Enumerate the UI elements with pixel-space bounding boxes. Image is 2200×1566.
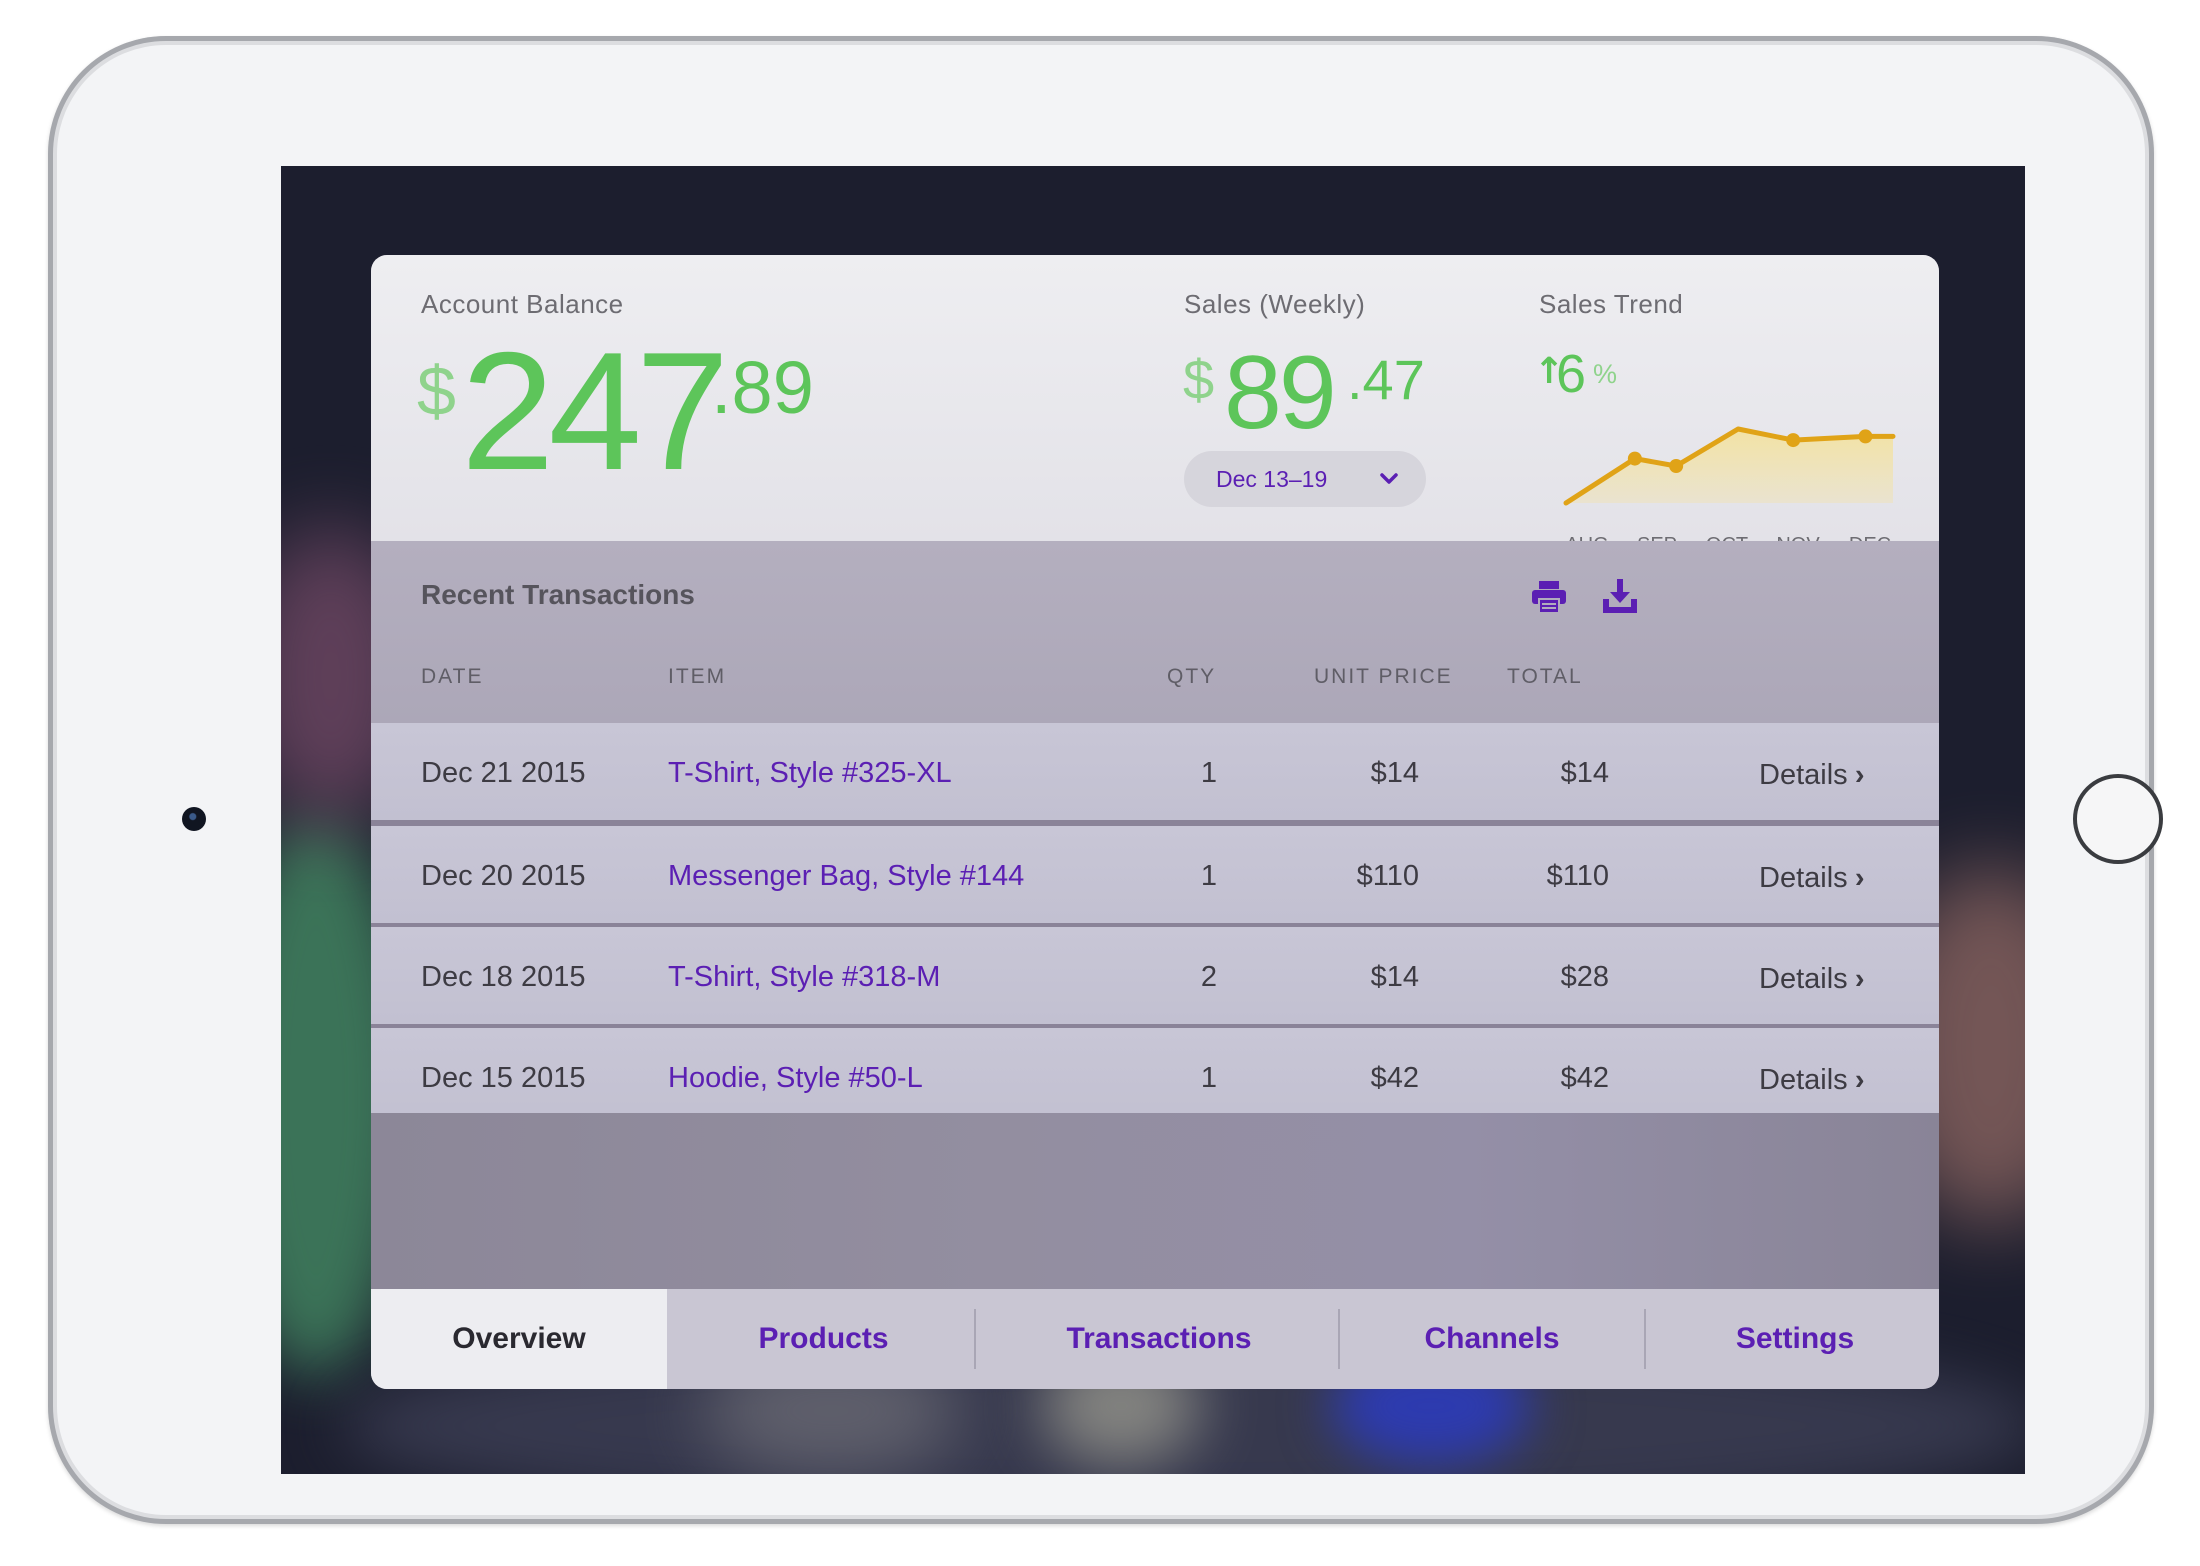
transactions-header: Recent Transactions DATE ITEM QTY UNIT P… bbox=[371, 541, 1939, 723]
date-range-select[interactable]: Dec 13–19 bbox=[1184, 451, 1426, 507]
tab-divider bbox=[1338, 1309, 1340, 1369]
column-header-unit-price: UNIT PRICE bbox=[1314, 665, 1453, 688]
summary-panel: Account Balance $ 247 .89 Sales (Weekly)… bbox=[371, 255, 1939, 556]
table-row[interactable]: Dec 15 2015 Hoodie, Style #50-L 1 $42 $4… bbox=[371, 1028, 1939, 1125]
dashboard-card: Account Balance $ 247 .89 Sales (Weekly)… bbox=[371, 255, 1939, 1389]
row-item-link[interactable]: Hoodie, Style #50-L bbox=[668, 1062, 923, 1094]
print-icon[interactable] bbox=[1529, 577, 1569, 617]
details-label: Details bbox=[1759, 862, 1848, 894]
trend-percent-value: 6 bbox=[1556, 344, 1587, 404]
trend-percent-unit: % bbox=[1593, 359, 1618, 389]
trend-up-arrow-icon: ↑ bbox=[1534, 351, 1565, 392]
trend-area-fill bbox=[1566, 429, 1893, 503]
tab-divider bbox=[974, 1309, 976, 1369]
tab-settings[interactable]: Settings bbox=[1735, 1322, 1855, 1355]
account-balance-amount: 247 bbox=[461, 317, 729, 505]
row-date: Dec 21 2015 bbox=[421, 757, 586, 789]
account-balance-cents: .89 bbox=[711, 346, 814, 429]
account-balance-currency: $ bbox=[417, 352, 456, 430]
row-unit-price: $42 bbox=[1370, 1062, 1419, 1094]
tab-products[interactable]: Products bbox=[758, 1322, 889, 1355]
tablet-device: Account Balance $ 247 .89 Sales (Weekly)… bbox=[48, 36, 2163, 1524]
tab-bar: Overview Products Transactions Channels … bbox=[371, 1289, 1939, 1389]
trend-point bbox=[1669, 459, 1684, 473]
chevron-right-icon: › bbox=[1854, 1064, 1865, 1096]
home-button[interactable] bbox=[2073, 774, 2163, 864]
row-date: Dec 18 2015 bbox=[421, 961, 586, 993]
column-header-total: TOTAL bbox=[1507, 665, 1583, 688]
row-qty: 1 bbox=[1200, 1062, 1217, 1094]
row-total: $110 bbox=[1546, 860, 1609, 892]
weekly-sales-amount: 89 bbox=[1224, 335, 1337, 451]
row-details-link[interactable]: Details › bbox=[1759, 862, 1865, 895]
row-total: $42 bbox=[1560, 1062, 1609, 1094]
tab-channels[interactable]: Channels bbox=[1424, 1322, 1560, 1355]
row-unit-price: $110 bbox=[1356, 860, 1419, 892]
weekly-sales-label: Sales (Weekly) bbox=[1184, 289, 1366, 319]
row-item-link[interactable]: Messenger Bag, Style #144 bbox=[668, 860, 1025, 892]
table-row[interactable]: Dec 20 2015 Messenger Bag, Style #144 1 … bbox=[371, 826, 1939, 923]
row-details-link[interactable]: Details › bbox=[1759, 1064, 1865, 1097]
row-qty: 1 bbox=[1200, 757, 1217, 789]
row-item-link[interactable]: T-Shirt, Style #325-XL bbox=[668, 757, 952, 789]
empty-space bbox=[371, 1113, 1939, 1289]
front-camera bbox=[182, 807, 206, 831]
trend-point bbox=[1858, 429, 1873, 444]
row-date: Dec 20 2015 bbox=[421, 860, 586, 892]
details-label: Details bbox=[1759, 759, 1848, 791]
trend-point bbox=[1627, 451, 1642, 466]
column-header-item: ITEM bbox=[668, 665, 727, 688]
row-date: Dec 15 2015 bbox=[421, 1062, 586, 1094]
date-range-value: Dec 13–19 bbox=[1216, 465, 1328, 492]
tab-overview[interactable]: Overview bbox=[371, 1289, 667, 1389]
download-icon[interactable] bbox=[1600, 577, 1640, 617]
row-total: $28 bbox=[1560, 961, 1609, 993]
details-label: Details bbox=[1759, 963, 1848, 995]
chevron-right-icon: › bbox=[1854, 759, 1865, 791]
account-balance-label: Account Balance bbox=[421, 289, 624, 319]
chevron-right-icon: › bbox=[1854, 862, 1865, 894]
weekly-sales-cents: .47 bbox=[1347, 348, 1425, 411]
weekly-sales-currency: $ bbox=[1183, 348, 1215, 411]
row-details-link[interactable]: Details › bbox=[1759, 759, 1865, 792]
row-qty: 2 bbox=[1200, 961, 1217, 993]
tab-divider bbox=[1644, 1309, 1646, 1369]
details-label: Details bbox=[1759, 1064, 1848, 1096]
table-row[interactable]: Dec 18 2015 T-Shirt, Style #318-M 2 $14 … bbox=[371, 927, 1939, 1024]
column-header-qty: QTY bbox=[1167, 665, 1217, 688]
row-unit-price: $14 bbox=[1370, 757, 1419, 789]
row-unit-price: $14 bbox=[1370, 961, 1419, 993]
sales-trend-label: Sales Trend bbox=[1539, 289, 1684, 319]
tab-transactions[interactable]: Transactions bbox=[1066, 1322, 1252, 1355]
table-row[interactable]: Dec 21 2015 T-Shirt, Style #325-XL 1 $14… bbox=[371, 723, 1939, 820]
sales-trend-chart: AUGSEPOCTNOVDEC bbox=[1563, 426, 1896, 556]
row-item-link[interactable]: T-Shirt, Style #318-M bbox=[668, 961, 941, 993]
section-title: Recent Transactions bbox=[421, 579, 695, 610]
chevron-right-icon: › bbox=[1854, 963, 1865, 995]
row-total: $14 bbox=[1560, 757, 1609, 789]
row-details-link[interactable]: Details › bbox=[1759, 963, 1865, 996]
column-header-date: DATE bbox=[421, 665, 484, 688]
row-qty: 1 bbox=[1200, 860, 1217, 892]
chevron-down-icon bbox=[1380, 473, 1398, 484]
trend-point bbox=[1786, 433, 1801, 448]
screen: Account Balance $ 247 .89 Sales (Weekly)… bbox=[281, 166, 2025, 1474]
